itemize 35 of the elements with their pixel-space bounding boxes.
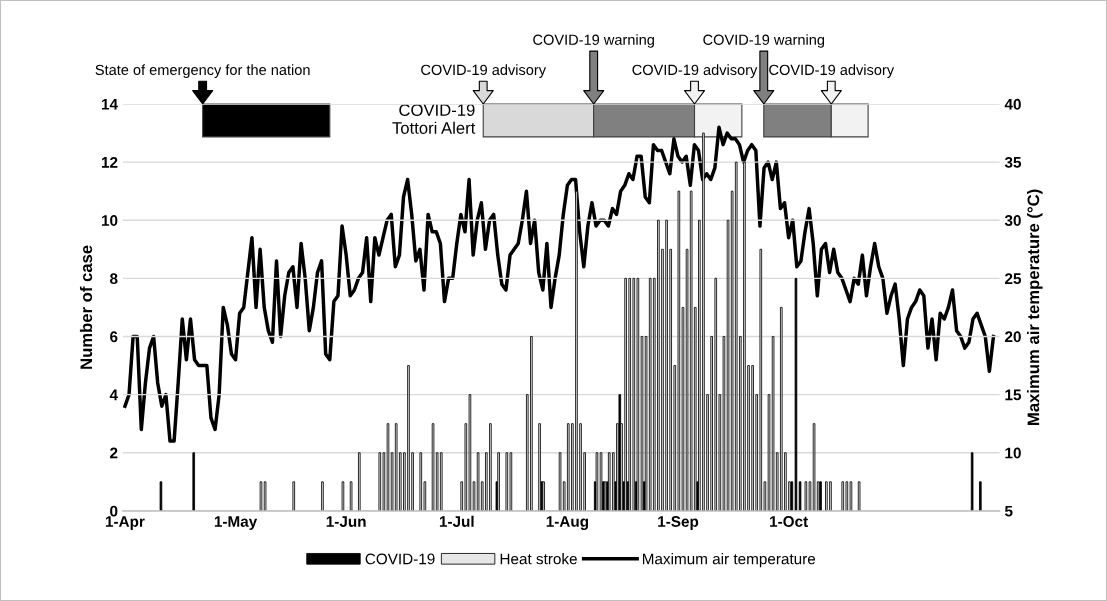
y2-tick-label: 30 [1004, 215, 1021, 226]
y-tick-label: 0 [110, 505, 118, 517]
text: COVID-19 advisory [421, 64, 546, 78]
y2-tick-label: 15 [1005, 389, 1022, 401]
x-tick-label: 1-Sep [658, 516, 699, 530]
y-tick-label: 12 [101, 156, 118, 168]
y-axis-title: Number of case [79, 245, 93, 369]
text: State of emergency for the nation [95, 64, 310, 78]
y-tick-label: 4 [109, 389, 118, 401]
x-tick-label: 1-Aug [546, 516, 589, 530]
y-tick-label: 14 [101, 99, 118, 110]
legend-label: COVID-19 [365, 553, 435, 565]
y2-axis-title: Maximum air temperature (°C) [1027, 189, 1043, 425]
y2-tick-label: 5 [1004, 505, 1013, 517]
y-tick-label: 6 [110, 331, 118, 343]
y-tick-label: 2 [110, 447, 118, 459]
y-tick-label: 8 [110, 273, 118, 285]
legend-label: Maximum air temperature [642, 553, 816, 568]
y2-tick-label: 10 [1005, 447, 1021, 459]
annotation: COVID-19 Tottori Alert [392, 104, 476, 134]
text: COVID-19 warning [533, 34, 654, 48]
text: COVID-19 warning [703, 34, 825, 48]
y2-tick-label: 35 [1004, 156, 1022, 168]
x-tick-label: 1-Jun [326, 516, 366, 527]
x-tick-label: 1-Jul [439, 515, 474, 527]
x-tick-label: 1-Oct [770, 516, 808, 527]
legend-label: Heat stroke [500, 553, 577, 565]
x-tick-label: 1-Apr [105, 516, 145, 530]
y2-tick-label: 20 [1005, 331, 1021, 343]
y2-tick-label: 25 [1005, 273, 1022, 285]
text: COVID-19 advisory [632, 64, 758, 78]
text: COVID-19 advisory [769, 64, 895, 78]
x-tick-label: 1-May [214, 516, 258, 530]
y2-tick-label: 40 [1004, 98, 1021, 110]
y-tick-label: 10 [101, 215, 118, 226]
